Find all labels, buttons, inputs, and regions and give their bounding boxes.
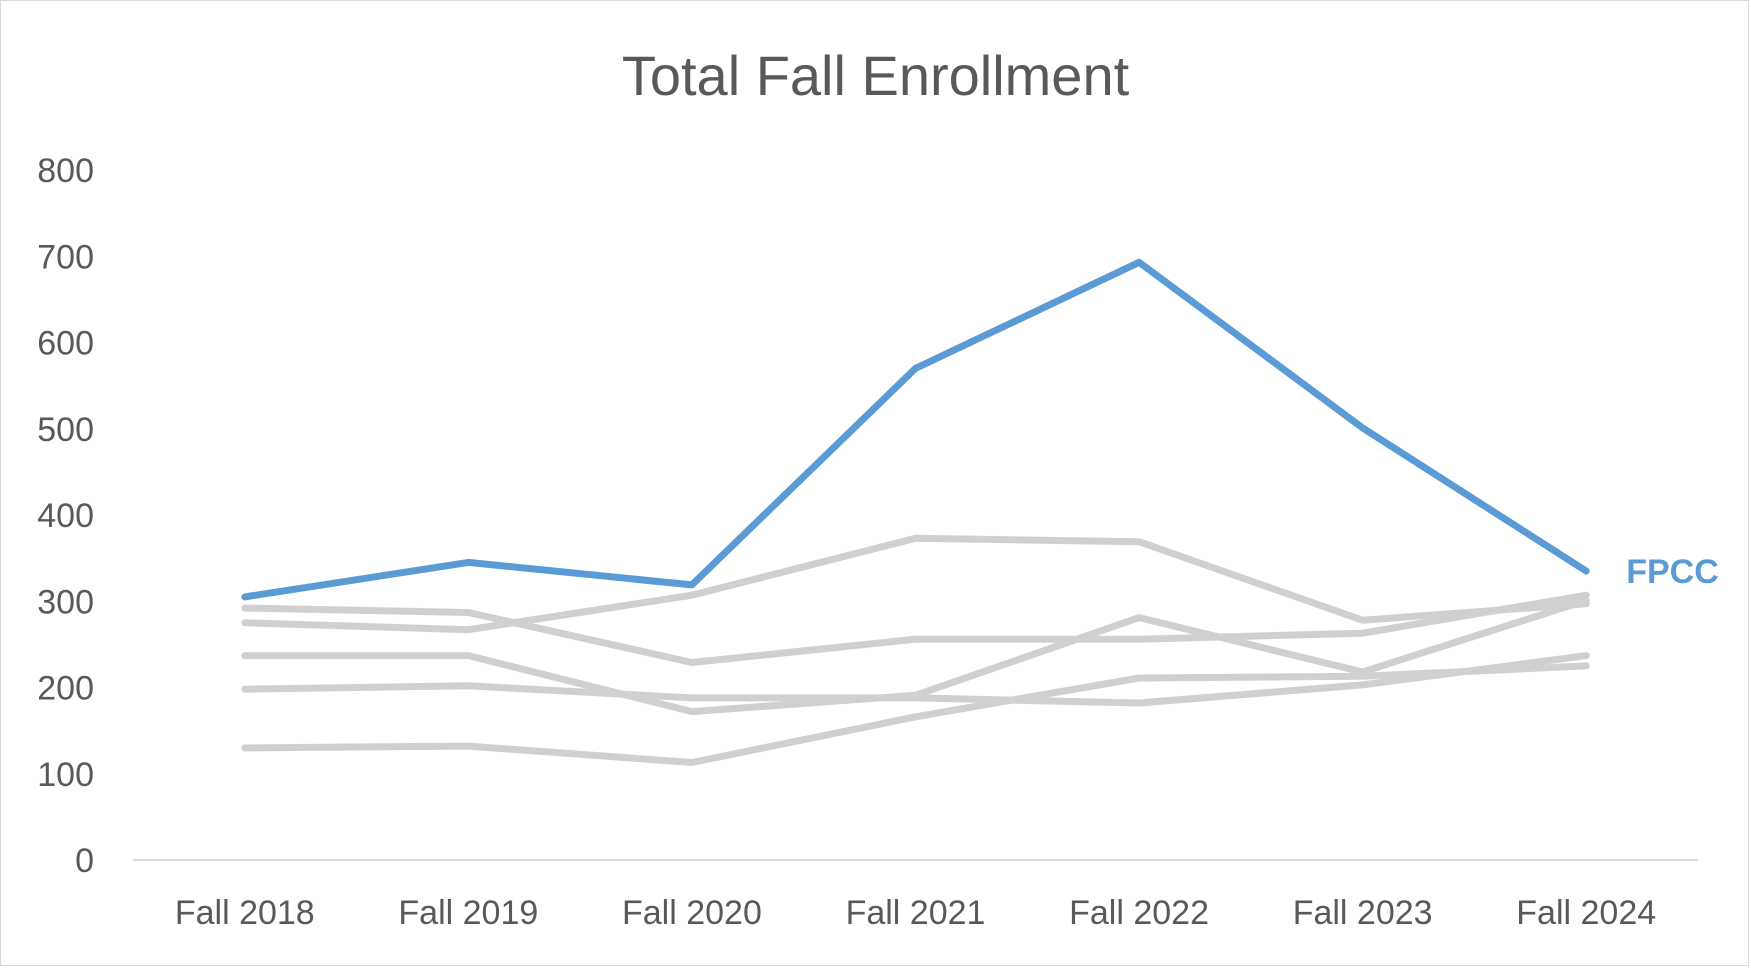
series-label-fpcc: FPCC (1626, 553, 1719, 591)
series-label-layer: FPCC (1626, 553, 1719, 591)
tick-label-layer: 0 100 200 300 400 500 600 700 800 Fall 2018 Fall 2… (37, 152, 1656, 932)
x-tick-label: Fall 2019 (398, 894, 538, 932)
y-tick-label: 100 (37, 756, 94, 794)
x-tick-label: Fall 2020 (622, 894, 762, 932)
series-line-muted (241, 662, 1590, 766)
y-tick-label: 400 (37, 497, 94, 535)
y-tick-label: 700 (37, 238, 94, 276)
x-tick-label: Fall 2022 (1069, 894, 1209, 932)
y-tick-label: 300 (37, 583, 94, 621)
series-layer (241, 258, 1590, 766)
x-tick-label: Fall 2021 (846, 894, 986, 932)
y-tick-label: 800 (37, 152, 94, 190)
x-tick-label: Fall 2018 (175, 894, 315, 932)
y-tick-label: 500 (37, 411, 94, 449)
series-line-muted (241, 652, 1590, 707)
y-tick-label: 0 (75, 842, 94, 880)
y-tick-label: 600 (37, 325, 94, 363)
series-line-muted (241, 591, 1590, 666)
y-tick-label: 200 (37, 670, 94, 708)
series-line-muted (241, 534, 1590, 634)
series-line-fpcc (241, 258, 1590, 601)
x-tick-label: Fall 2024 (1516, 894, 1656, 932)
chart-title: Total Fall Enrollment (621, 44, 1130, 107)
x-tick-label: Fall 2023 (1293, 894, 1433, 932)
